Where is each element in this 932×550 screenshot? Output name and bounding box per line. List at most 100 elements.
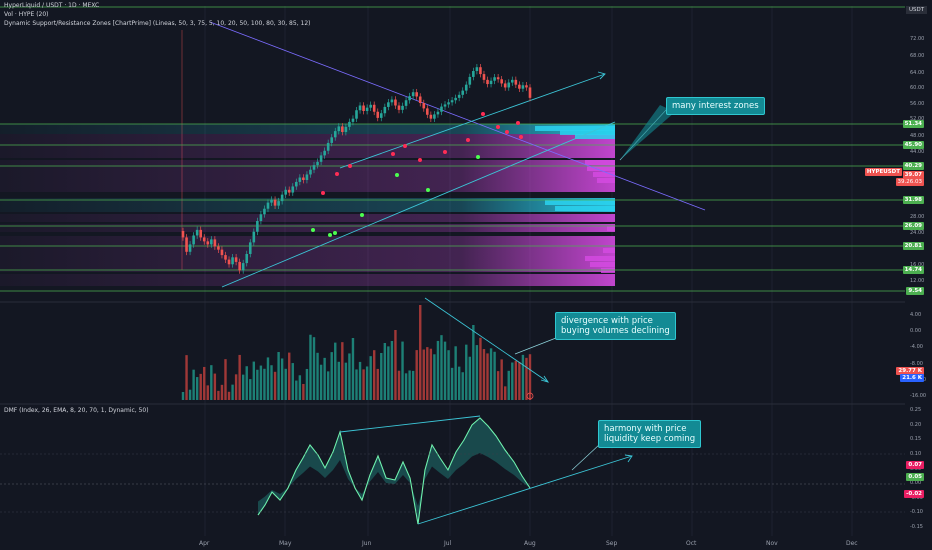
price-level-label: 31.98 [902,196,924,204]
candle-body [259,214,263,222]
volume-bar [482,349,486,400]
resistance-marker [481,112,485,116]
volume-bar [213,373,217,400]
candle-body [387,102,390,107]
price-level-label: 9.54 [906,287,924,295]
candle-body [525,85,528,88]
symbol-title: HyperLiquid / USDT · 1D · MEXC [4,2,100,9]
volume-bar [500,359,503,400]
volume-bar [496,371,500,400]
candle-body [415,92,418,97]
candle-body [277,201,280,206]
volume-bar [298,375,302,400]
volume-bar [344,362,348,400]
support-marker [311,228,315,232]
candle-body [295,181,298,187]
resistance-marker [391,152,395,156]
callout-pointer [571,443,601,471]
resistance-marker [348,164,352,168]
volume-ma-label: 21.6 K [900,374,924,382]
volume-bar [231,384,234,400]
candle-body [457,94,461,98]
candle-body [472,71,475,77]
month-label: Jun [362,540,372,547]
volume-bar [273,371,277,400]
candle-body [443,104,447,107]
volume-tick-label: -4.00 [910,344,923,350]
currency-badge[interactable]: USDT [906,6,928,14]
callout-dmf-harmony: harmony with price liquidity keep coming [598,420,702,448]
candle-body [188,244,192,252]
resistance-marker [403,144,407,148]
candle-body [202,237,206,242]
callout-interest-zones-text: many interest zones [672,101,759,111]
dmf-fill [258,418,530,524]
volume-bar [422,349,425,400]
price-tick-label: 68.00 [910,53,925,59]
volume-bar [450,367,454,400]
resistance-marker [519,135,523,139]
candle-body [302,177,305,181]
volume-bar [334,342,337,400]
candle-body [245,253,249,264]
volume-bar [203,366,206,400]
candle-body [181,230,185,238]
month-label: Jul [444,540,452,547]
candle-body [234,257,238,262]
callout-volume-line-1: divergence with price [561,316,653,326]
price-tick-label: 64.00 [910,70,925,76]
support-resistance-zone [0,124,615,134]
volume-bar [195,377,199,400]
candle-body [426,108,429,115]
volume-profile-bar [585,256,615,261]
candle-body [224,255,227,260]
volume-bar [188,389,192,400]
month-label: Sep [606,540,618,547]
candle-body [252,231,256,243]
volume-bar [468,356,472,400]
candle-body [280,194,284,202]
support-resistance-zone [0,274,615,286]
dmf-tick-label: 0.05 [910,466,922,472]
arrow-head [597,71,606,80]
candle-body [326,142,330,151]
candle-body [436,111,440,115]
month-label: Nov [766,540,778,547]
candle-body [496,77,500,80]
dmf-tick-label: 0.20 [910,422,922,428]
candle-body [376,111,380,118]
volume-bar [302,383,305,400]
callout-volume-divergence: divergence with price buying volumes dec… [555,312,676,340]
volume-bar [408,370,411,400]
volume-bar [429,348,433,400]
candle-body [192,235,195,245]
volume-profile-bar [545,200,615,205]
support-resistance-zone [0,134,615,146]
candle-body [291,186,295,193]
price-tick-label: 52.00 [910,116,925,122]
support-marker [328,233,332,237]
candle-body [213,239,217,247]
volume-bar [217,390,220,400]
support-marker [395,173,399,177]
volume-bar [454,346,457,400]
dmf-signal-label: 0.05 [906,473,924,481]
candle-body [433,114,436,119]
candle-body [418,96,422,104]
volume-bar [181,392,185,400]
candle-body [464,84,468,91]
candle-body [514,79,518,85]
support-resistance-zone [0,260,615,272]
support-resistance-zone [0,214,615,222]
dmf-ema-label: -0.02 [904,490,924,498]
channel-lower-line [221,121,616,288]
candle-body [217,246,220,250]
volume-profile-bar [597,178,615,183]
price-tick-label: 60.00 [910,85,925,91]
resistance-marker [321,191,325,195]
candle-body [231,257,234,265]
volume-bar [192,369,195,400]
candle-body [372,104,376,112]
callout-pointer-fill [620,105,675,160]
